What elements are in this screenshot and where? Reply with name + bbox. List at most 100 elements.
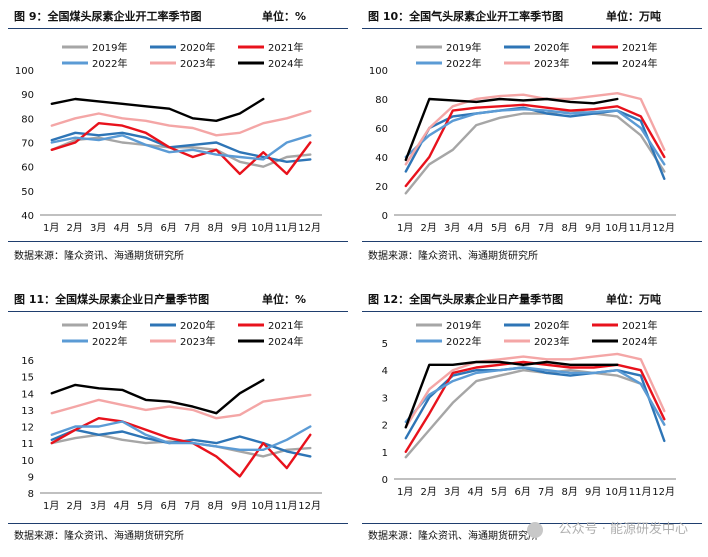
x-tick-label: 9月	[231, 500, 247, 512]
x-tick-label: 6月	[160, 500, 176, 512]
title-rule	[8, 28, 348, 29]
chart-title: 图 9：全国煤头尿素企业开工率季节图	[14, 10, 202, 23]
x-tick-label: 11月	[275, 222, 298, 234]
chart-source: 数据来源：隆众资讯、海通期货研究所	[14, 531, 184, 542]
chart-unit: 单位：万吨	[606, 10, 661, 23]
series-line-2022年	[404, 366, 666, 426]
series-line-2022年	[50, 420, 312, 452]
chart-unit: 单位：%	[262, 293, 307, 306]
x-tick-label: 10月	[251, 222, 274, 234]
legend-label: 2021年	[622, 41, 657, 54]
y-tick-label: 50	[21, 187, 34, 198]
legend-label: 2024年	[268, 57, 303, 70]
legend-label: 2022年	[446, 57, 481, 70]
series-line-2024年	[50, 97, 265, 123]
y-tick-label: 0	[382, 211, 388, 222]
series-line-2023年	[404, 91, 666, 166]
line-chart: 8 9 10 11 12 13 14 15 16 1月 2月 3月 4月 5月 6月 7月 8月 9月 10月 11月…	[21, 319, 322, 512]
series-line-2020年	[404, 106, 666, 181]
y-tick-label: 60	[375, 124, 388, 135]
y-tick-label: 3	[382, 393, 388, 404]
legend-label: 2020年	[534, 41, 569, 54]
y-tick-label: 4	[382, 366, 388, 377]
y-tick-label: 13	[21, 406, 34, 417]
watermark-text: 公众号 · 能源研发中心	[558, 522, 688, 537]
x-tick-label: 3月	[444, 222, 460, 234]
x-tick-label: 2月	[420, 222, 436, 234]
x-tick-label: 8月	[207, 222, 223, 234]
x-tick-label: 6月	[514, 486, 530, 498]
legend-label: 2021年	[268, 41, 303, 54]
x-tick-label: 10月	[605, 222, 628, 234]
x-tick-label: 4月	[113, 500, 129, 512]
title-rule	[8, 311, 348, 312]
x-tick-label: 3月	[90, 500, 106, 512]
series-line-2021年	[50, 121, 312, 176]
x-tick-label: 7月	[184, 222, 200, 234]
chart-unit: 单位：%	[262, 10, 307, 23]
x-tick-label: 9月	[231, 222, 247, 234]
x-tick-label: 4月	[467, 486, 483, 498]
source-rule	[362, 241, 702, 242]
chart-panel-gas-operating-rate: 图 10：全国气头尿素企业开工率季节图 单位：万吨 0 20 40 60 80 100 1月…	[354, 0, 708, 274]
x-tick-label: 2月	[420, 486, 436, 498]
legend-label: 2019年	[446, 319, 481, 332]
y-tick-label: 100	[369, 66, 388, 77]
series-line-2019年	[404, 368, 666, 459]
y-tick-label: 9	[28, 472, 34, 483]
legend-label: 2022年	[92, 57, 127, 70]
x-tick-label: 9月	[585, 486, 601, 498]
y-tick-label: 80	[21, 114, 34, 125]
y-tick-label: 11	[21, 439, 34, 450]
x-tick-label: 3月	[90, 222, 106, 234]
chart-title: 图 12：全国气头尿素企业日产量季节图	[368, 293, 564, 306]
x-tick-label: 9月	[585, 222, 601, 234]
x-tick-label: 5月	[491, 222, 507, 234]
y-tick-label: 60	[21, 163, 34, 174]
x-tick-label: 1月	[43, 222, 59, 234]
x-tick-label: 12月	[652, 486, 675, 498]
x-tick-label: 8月	[561, 486, 577, 498]
chart-title: 图 10：全国气头尿素企业开工率季节图	[368, 10, 564, 23]
y-tick-label: 90	[21, 90, 34, 101]
x-tick-label: 11月	[629, 486, 652, 498]
y-tick-label: 12	[21, 423, 34, 434]
y-tick-label: 70	[21, 139, 34, 150]
y-tick-label: 14	[21, 389, 34, 400]
series-line-2020年	[50, 131, 312, 164]
chart-title: 图 11：全国煤头尿素企业日产量季节图	[14, 293, 210, 306]
legend-label: 2023年	[534, 57, 569, 70]
series-line-2023年	[50, 393, 312, 420]
y-tick-label: 40	[21, 211, 34, 222]
legend-label: 2019年	[92, 41, 127, 54]
x-tick-label: 2月	[66, 500, 82, 512]
series-line-2023年	[404, 352, 666, 429]
x-tick-label: 10月	[605, 486, 628, 498]
chart-panel-gas-daily-output: 图 12：全国气头尿素企业日产量季节图 单位：万吨 0 1 2 3 4 5 1月 2月 3月 4月…	[354, 283, 708, 557]
x-tick-label: 5月	[137, 500, 153, 512]
legend-label: 2024年	[622, 57, 657, 70]
chart-panel-coal-operating-rate: 图 9：全国煤头尿素企业开工率季节图 单位：% 40 50 60 70 80 90 100 1…	[0, 0, 354, 274]
line-chart: 0 1 2 3 4 5 1月 2月 3月 4月 5月 6月 7月 8月 9月 10月 11月 12月 2019年 20…	[382, 319, 676, 498]
x-tick-label: 10月	[251, 500, 274, 512]
legend-label: 2019年	[446, 41, 481, 54]
legend-label: 2024年	[622, 335, 657, 348]
line-chart: 40 50 60 70 80 90 100 1月 2月 3月 4月 5月 6月 7月 8月 9月 10月 11月 1…	[15, 41, 322, 234]
y-tick-label: 0	[382, 475, 388, 486]
y-tick-label: 100	[15, 66, 34, 77]
x-tick-label: 12月	[298, 500, 321, 512]
x-tick-label: 1月	[397, 486, 413, 498]
x-tick-label: 12月	[298, 222, 321, 234]
y-tick-label: 5	[382, 339, 388, 350]
y-tick-label: 40	[375, 153, 388, 164]
legend-label: 2022年	[446, 335, 481, 348]
x-tick-label: 8月	[561, 222, 577, 234]
series-line-2023年	[50, 109, 312, 137]
x-tick-label: 3月	[444, 486, 460, 498]
y-tick-label: 80	[375, 95, 388, 106]
legend-label: 2022年	[92, 335, 127, 348]
chart-source: 数据来源：隆众资讯、海通期货研究所	[368, 531, 538, 542]
x-tick-label: 4月	[113, 222, 129, 234]
y-tick-label: 2	[382, 421, 388, 432]
x-tick-label: 7月	[184, 500, 200, 512]
